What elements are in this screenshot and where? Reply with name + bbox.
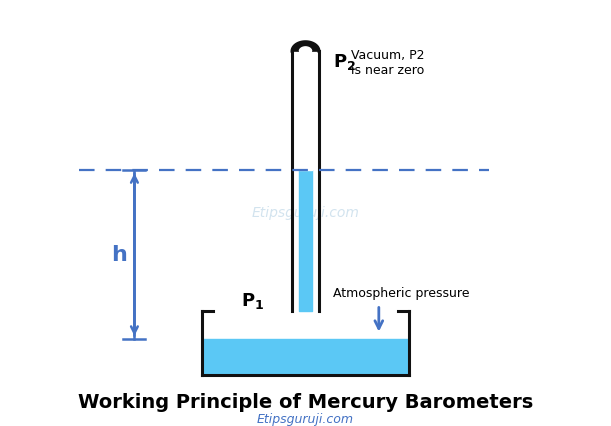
- Text: Etipsguruji.com: Etipsguruji.com: [257, 413, 354, 426]
- Text: h: h: [111, 245, 127, 265]
- Text: Etipsguruji.com: Etipsguruji.com: [252, 206, 359, 220]
- Polygon shape: [292, 42, 319, 51]
- Text: is near zero: is near zero: [351, 64, 425, 77]
- Polygon shape: [299, 47, 312, 51]
- Text: Working Principle of Mercury Barometers: Working Principle of Mercury Barometers: [78, 393, 533, 412]
- Text: $\mathbf{P_1}$: $\mathbf{P_1}$: [241, 291, 265, 311]
- Text: $\mathbf{P_2}$: $\mathbf{P_2}$: [333, 52, 356, 72]
- Text: Atmospheric pressure: Atmospheric pressure: [333, 288, 469, 300]
- Text: Vacuum, P2: Vacuum, P2: [351, 49, 425, 62]
